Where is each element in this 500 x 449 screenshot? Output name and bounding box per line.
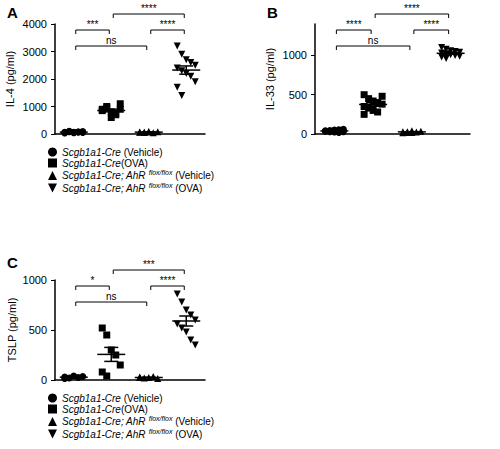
- svg-text:(OVA): (OVA): [172, 183, 202, 194]
- svg-text:IL-33 (pg/ml): IL-33 (pg/ml): [264, 48, 276, 110]
- svg-text:****: ****: [423, 19, 439, 30]
- svg-text:1000: 1000: [23, 274, 47, 286]
- svg-text:flox/flox: flox/flox: [149, 169, 173, 176]
- svg-text:***: ***: [87, 19, 99, 30]
- svg-text:Scgb1a1-Cre; AhR: Scgb1a1-Cre; AhR: [62, 416, 148, 427]
- svg-text:(OVA): (OVA): [172, 429, 202, 440]
- svg-text:ns: ns: [106, 291, 117, 302]
- svg-text:(OVA): (OVA): [121, 404, 148, 415]
- svg-text:(OVA): (OVA): [121, 158, 148, 169]
- svg-text:A: A: [7, 4, 18, 21]
- svg-text:****: ****: [160, 19, 176, 30]
- svg-text:TSLP (pg/ml): TSLP (pg/ml): [6, 298, 18, 363]
- svg-text:(Vehicle): (Vehicle): [172, 416, 214, 427]
- svg-text:0: 0: [41, 128, 47, 140]
- svg-text:Scgb1a1-Cre: Scgb1a1-Cre: [62, 147, 121, 158]
- svg-text:B: B: [267, 4, 278, 21]
- svg-text:*: *: [91, 275, 95, 286]
- svg-text:flox/flox: flox/flox: [149, 415, 173, 422]
- svg-text:1000: 1000: [283, 49, 307, 61]
- svg-text:Scgb1a1-Cre; AhR: Scgb1a1-Cre; AhR: [62, 429, 148, 440]
- svg-text:flox/flox: flox/flox: [149, 428, 173, 435]
- svg-text:C: C: [7, 254, 18, 271]
- svg-text:3000: 3000: [23, 46, 47, 58]
- svg-text:ns: ns: [368, 35, 379, 46]
- svg-text:(Vehicle): (Vehicle): [121, 147, 163, 158]
- svg-text:****: ****: [404, 3, 420, 14]
- svg-text:2000: 2000: [23, 73, 47, 85]
- svg-text:Scgb1a1-Cre; AhR: Scgb1a1-Cre; AhR: [62, 170, 148, 181]
- svg-text:(Vehicle): (Vehicle): [172, 170, 214, 181]
- svg-text:0: 0: [301, 128, 307, 140]
- svg-text:1000: 1000: [23, 101, 47, 113]
- svg-text:Scgb1a1-Cre: Scgb1a1-Cre: [62, 393, 121, 404]
- svg-text:Scgb1a1-Cre; AhR: Scgb1a1-Cre; AhR: [62, 183, 148, 194]
- svg-text:****: ****: [346, 19, 362, 30]
- svg-text:Scgb1a1-Cre: Scgb1a1-Cre: [62, 404, 121, 415]
- svg-text:(Vehicle): (Vehicle): [121, 393, 163, 404]
- svg-text:****: ****: [160, 275, 176, 286]
- svg-text:0: 0: [41, 374, 47, 386]
- svg-text:ns: ns: [106, 35, 117, 46]
- svg-text:IL-4 (pg/ml): IL-4 (pg/ml): [4, 51, 16, 107]
- svg-text:***: ***: [143, 259, 155, 270]
- svg-text:Scgb1a1-Cre: Scgb1a1-Cre: [62, 158, 121, 169]
- svg-text:500: 500: [289, 89, 307, 101]
- svg-text:****: ****: [141, 3, 157, 14]
- svg-text:flox/flox: flox/flox: [149, 182, 173, 189]
- svg-text:4000: 4000: [23, 18, 47, 30]
- svg-text:500: 500: [29, 324, 47, 336]
